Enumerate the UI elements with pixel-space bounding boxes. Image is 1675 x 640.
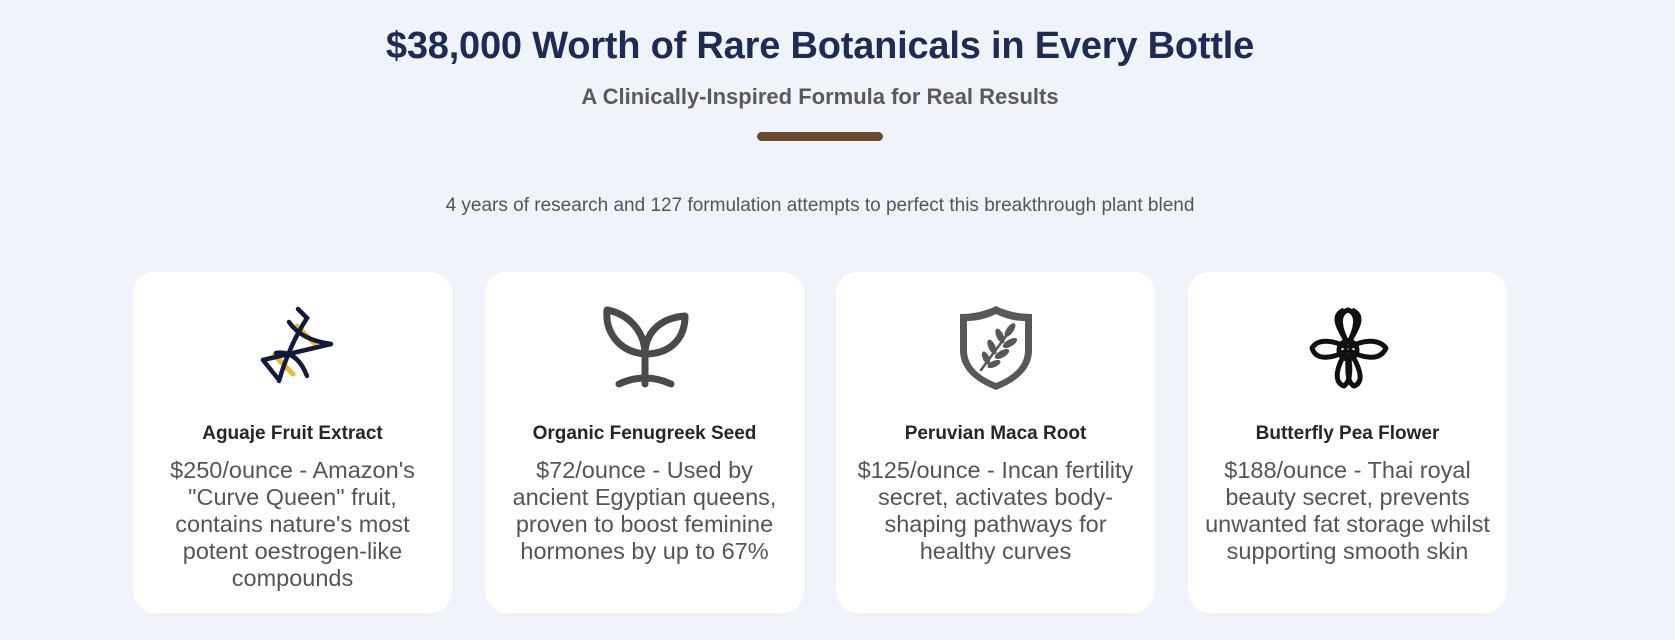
ingredient-card-butterfly-pea: Butterfly Pea Flower $188/ounce - Thai r… bbox=[1188, 272, 1507, 613]
ingredient-name: Butterfly Pea Flower bbox=[1255, 423, 1440, 444]
ingredient-card-fenugreek: Organic Fenugreek Seed $72/ounce - Used … bbox=[485, 272, 804, 613]
sprout-icon bbox=[597, 300, 693, 396]
ingredient-card-aguaje: Aguaje Fruit Extract $250/ounce - Amazon… bbox=[133, 272, 452, 613]
ingredient-name: Aguaje Fruit Extract bbox=[202, 423, 383, 444]
title-divider bbox=[757, 132, 883, 141]
dna-icon bbox=[245, 300, 341, 396]
page-title: $38,000 Worth of Rare Botanicals in Ever… bbox=[385, 25, 1255, 67]
research-tagline: 4 years of research and 127 formulation … bbox=[445, 195, 1195, 216]
ingredient-description: $250/ounce - Amazon's "Curve Queen" frui… bbox=[170, 457, 415, 591]
leaf-shield-icon bbox=[948, 300, 1044, 396]
ingredient-description: $125/ounce - Incan fertility secret, act… bbox=[857, 457, 1134, 564]
ingredient-card-maca: Peruvian Maca Root $125/ounce - Incan fe… bbox=[836, 272, 1155, 613]
page-subtitle: A Clinically-Inspired Formula for Real R… bbox=[581, 84, 1059, 109]
ingredient-description: $188/ounce - Thai royal beauty secret, p… bbox=[1205, 457, 1490, 564]
ingredient-name: Organic Fenugreek Seed bbox=[532, 423, 757, 444]
ingredient-cards: Aguaje Fruit Extract $250/ounce - Amazon… bbox=[133, 272, 1508, 614]
ingredient-description: $72/ounce - Used by ancient Egyptian que… bbox=[512, 457, 777, 564]
flower-icon bbox=[1300, 300, 1396, 396]
ingredient-name: Peruvian Maca Root bbox=[904, 423, 1087, 444]
